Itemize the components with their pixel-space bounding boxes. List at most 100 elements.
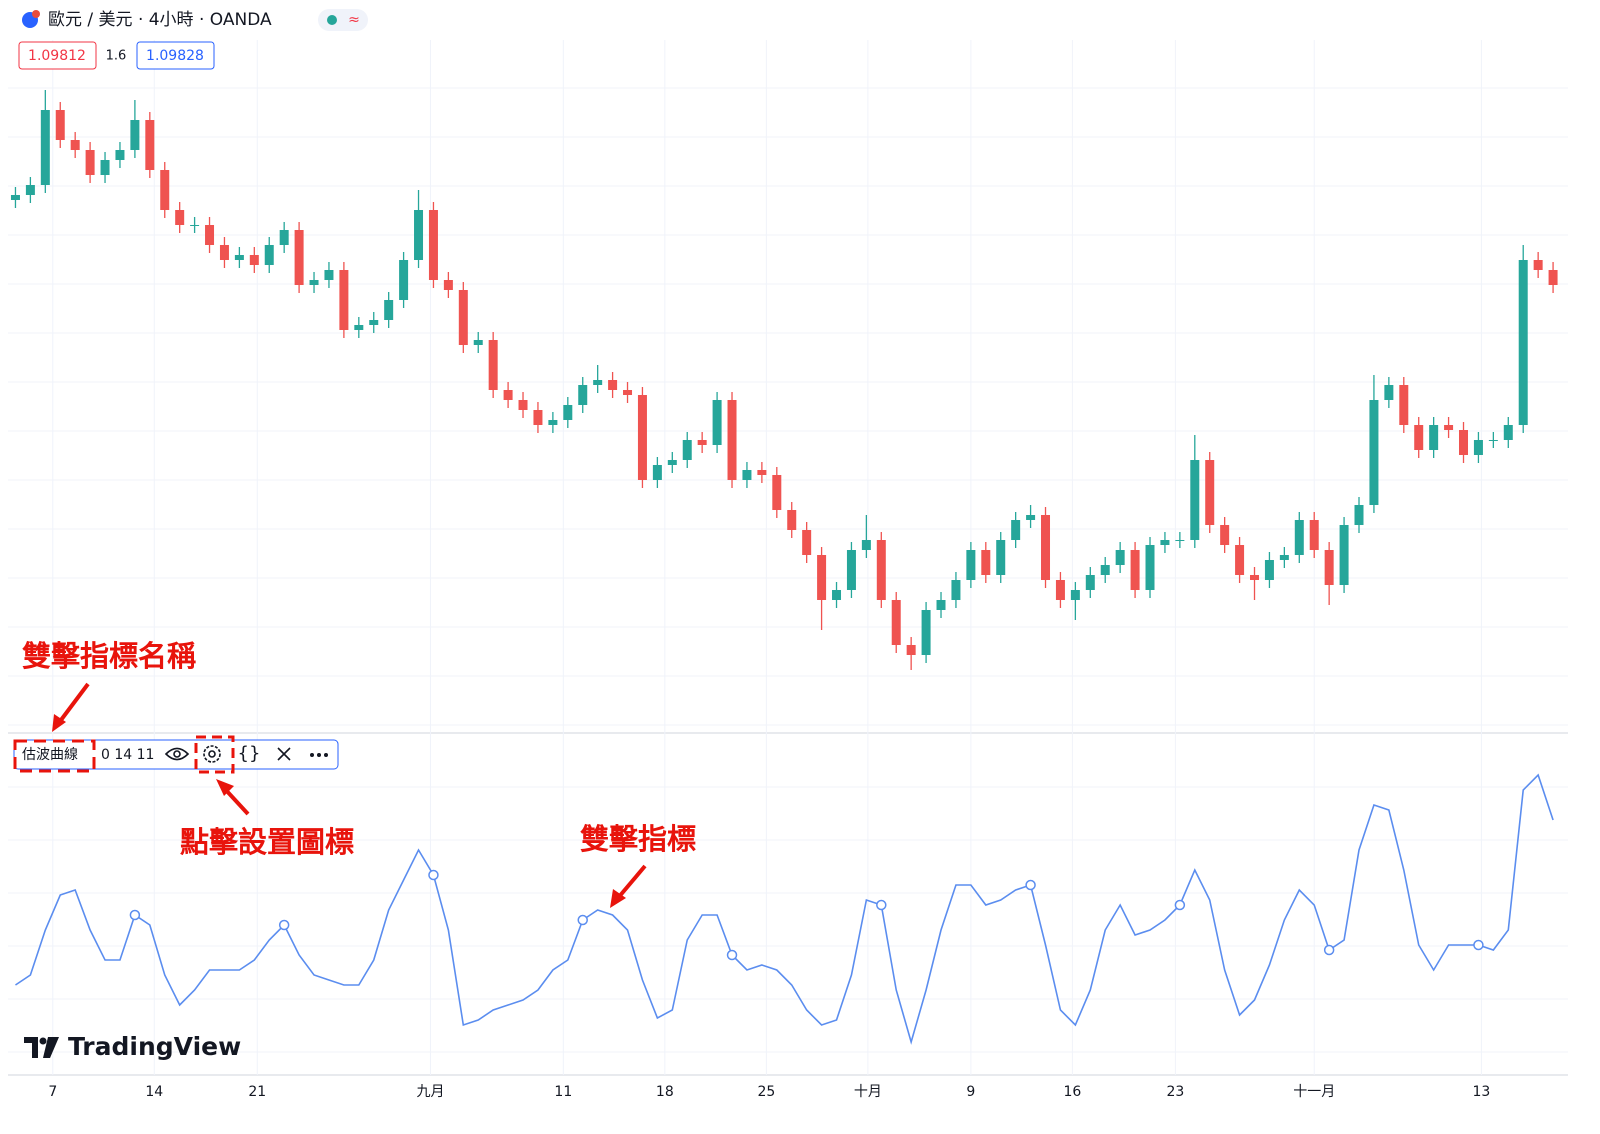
candle-body (667, 460, 677, 465)
arrow-head (52, 714, 66, 732)
candle-body (55, 110, 65, 140)
settings-icon[interactable] (203, 745, 221, 763)
candle-body (1488, 440, 1498, 441)
candle-body (354, 325, 364, 330)
candle-body (637, 395, 647, 480)
candle-body (428, 210, 438, 280)
indicator-marker (1473, 939, 1484, 951)
x-tick-label: 14 (145, 1084, 163, 1100)
x-tick-label: 十一月 (1293, 1084, 1335, 1100)
candle-body (996, 540, 1006, 575)
candle-body (891, 600, 901, 645)
candle-body (473, 340, 483, 345)
indicator-line (15, 773, 1554, 1045)
candle-body (205, 225, 215, 245)
candle-body (951, 580, 961, 600)
candle-body (981, 550, 991, 575)
candle-body (1324, 550, 1334, 585)
candle-body (682, 440, 692, 460)
candle-body (1503, 425, 1513, 440)
x-tick-label: 9 (966, 1084, 975, 1100)
candle-body (115, 150, 125, 160)
candle-body (652, 465, 662, 480)
candle-body (279, 230, 289, 245)
highlight-box (13, 739, 96, 773)
candle-body (548, 420, 558, 425)
logo-mark (24, 1037, 59, 1058)
candle-body (608, 380, 618, 390)
bid-price: 1.09812 (28, 48, 86, 64)
x-tick-label: 13 (1473, 1084, 1491, 1100)
arrow-head (216, 779, 234, 796)
spread: 1.6 (106, 49, 127, 64)
x-tick-label: 11 (554, 1084, 572, 1100)
candle-body (906, 645, 916, 655)
candle-body (384, 300, 394, 320)
candle-body (533, 410, 543, 425)
candle-body (936, 600, 946, 610)
x-tick-label: 23 (1166, 1084, 1184, 1100)
candle-body (966, 550, 976, 580)
candle-body (1190, 460, 1200, 540)
candle-body (921, 610, 931, 655)
candle-body (130, 120, 140, 150)
indicator-params: 0 14 11 (101, 747, 154, 763)
candle-body (458, 290, 468, 345)
indicator-marker (577, 914, 588, 926)
candle-body (1100, 565, 1110, 575)
x-tick-label: 25 (757, 1084, 775, 1100)
candle-body (772, 475, 782, 510)
x-tick-label: 21 (248, 1084, 266, 1100)
sell-button[interactable] (18, 41, 97, 70)
candle-body (1459, 430, 1469, 455)
source-code-icon[interactable]: {} (238, 743, 261, 764)
candle-body (1115, 550, 1125, 565)
candle-body (1354, 505, 1364, 525)
candle-body (369, 320, 379, 325)
indicator-name[interactable]: 估波曲線 (22, 747, 78, 763)
symbol-icon (32, 10, 40, 18)
remove-icon[interactable] (277, 747, 291, 761)
horizontal-grid (8, 87, 1568, 1053)
symbol-title[interactable]: 歐元 / 美元 · 4小時 · OANDA (48, 10, 272, 30)
candle-body (712, 400, 722, 445)
candle-body (1011, 520, 1021, 540)
indicator-marker (876, 899, 887, 911)
candle-body (1160, 540, 1170, 545)
candle-body (1444, 425, 1454, 430)
indicator-marker (428, 869, 439, 881)
indicator-marker (1025, 879, 1036, 891)
candle-body (145, 120, 155, 170)
candle-body (727, 400, 737, 480)
candle-body (399, 260, 409, 300)
arrow (56, 682, 90, 726)
candle-body (175, 210, 185, 225)
candle-body (70, 140, 80, 150)
ask-price: 1.09828 (146, 48, 204, 64)
candle-body (1175, 540, 1185, 541)
x-tick-label: 7 (48, 1084, 57, 1100)
candle-body (1130, 550, 1140, 590)
eye-icon[interactable] (164, 747, 190, 761)
arrow (616, 864, 647, 900)
buy-button[interactable] (136, 41, 215, 70)
x-tick-label: 16 (1063, 1084, 1081, 1100)
x-tick-label: 九月 (416, 1084, 444, 1100)
candle-body (1145, 545, 1155, 590)
candle-body (1026, 515, 1036, 520)
candle-body (1399, 385, 1409, 425)
candle-body (190, 225, 200, 226)
candle-body (787, 510, 797, 530)
candle-body (1085, 575, 1095, 590)
candle-body (1264, 560, 1274, 580)
candle-body (85, 150, 95, 175)
market-open-dot (327, 15, 337, 25)
status-pill[interactable] (318, 9, 368, 31)
candle-body (1533, 260, 1543, 270)
more-icon[interactable] (310, 753, 328, 757)
candle-body (219, 245, 229, 260)
candle-body (488, 340, 498, 390)
candle-body (623, 390, 633, 395)
annotation: 點擊設置圖標 (180, 825, 354, 859)
